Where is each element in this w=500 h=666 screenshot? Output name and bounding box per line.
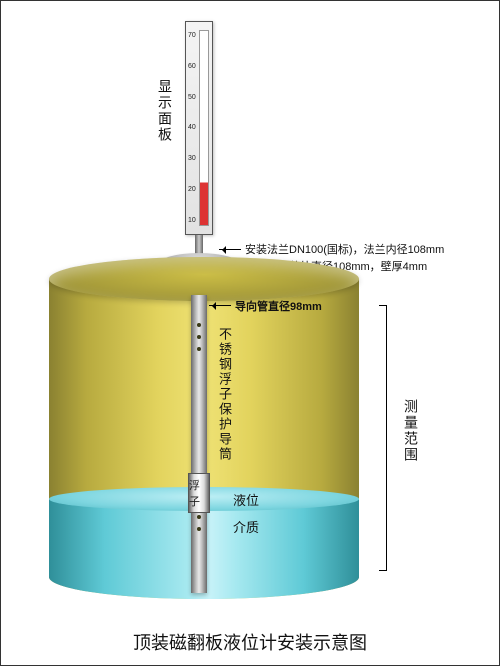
callout-flange-line1: 安装法兰DN100(国标)，法兰内径108mm bbox=[245, 241, 444, 257]
indicator-panel: 10 20 30 40 50 60 70 bbox=[185, 21, 213, 235]
liquid-level-label: 液位 bbox=[233, 490, 259, 509]
indicator-track bbox=[199, 30, 209, 226]
display-panel-label: 显示面板 bbox=[155, 79, 175, 143]
tick-70: 70 bbox=[188, 32, 196, 39]
diagram-caption: 顶装磁翻板液位计安装示意图 bbox=[1, 629, 499, 655]
tick-10: 10 bbox=[188, 217, 196, 224]
tube-hole bbox=[197, 335, 201, 339]
tube-hole bbox=[197, 323, 201, 327]
tube-hole bbox=[197, 347, 201, 351]
indicator-scale: 10 20 30 40 50 60 70 bbox=[188, 32, 196, 224]
tick-40: 40 bbox=[188, 124, 196, 131]
tube-hole bbox=[197, 515, 201, 519]
measure-range-label: 测量范围 bbox=[401, 399, 421, 463]
guide-tube: 浮子 bbox=[191, 295, 207, 593]
tick-30: 30 bbox=[188, 155, 196, 162]
tick-20: 20 bbox=[188, 186, 196, 193]
measure-range-bracket bbox=[379, 305, 387, 571]
tube-hole bbox=[197, 527, 201, 531]
diagram-stage: 10 20 30 40 50 60 70 显示面板 安装法兰DN100(国标)，… bbox=[9, 9, 491, 615]
arrow-flange-1 bbox=[219, 249, 241, 250]
tick-50: 50 bbox=[188, 94, 196, 101]
guide-tube-label: 不锈钢浮子保护导筒 bbox=[215, 327, 234, 462]
tick-60: 60 bbox=[188, 63, 196, 70]
medium-label: 介质 bbox=[233, 517, 259, 536]
float: 浮子 bbox=[188, 473, 210, 513]
float-label: 浮子 bbox=[189, 477, 209, 509]
callout-guide-diameter: 导向管直径98mm bbox=[235, 298, 322, 314]
arrow-guide-diameter bbox=[209, 305, 231, 306]
